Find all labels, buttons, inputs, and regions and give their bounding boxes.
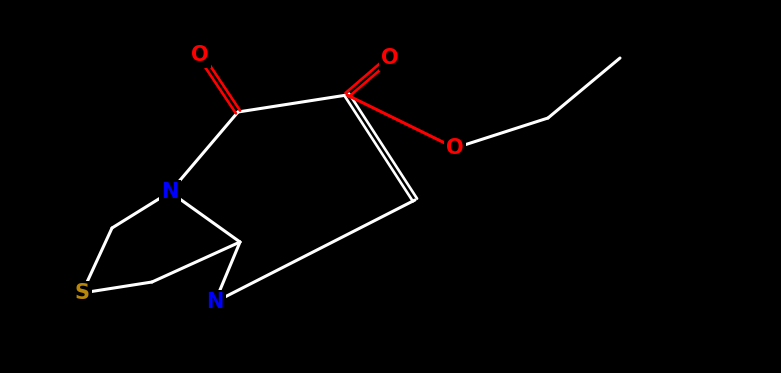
Text: N: N (162, 182, 179, 202)
Text: O: O (381, 48, 399, 68)
Text: O: O (446, 138, 464, 158)
Text: N: N (206, 292, 223, 312)
Text: S: S (74, 283, 90, 303)
Text: O: O (191, 45, 209, 65)
